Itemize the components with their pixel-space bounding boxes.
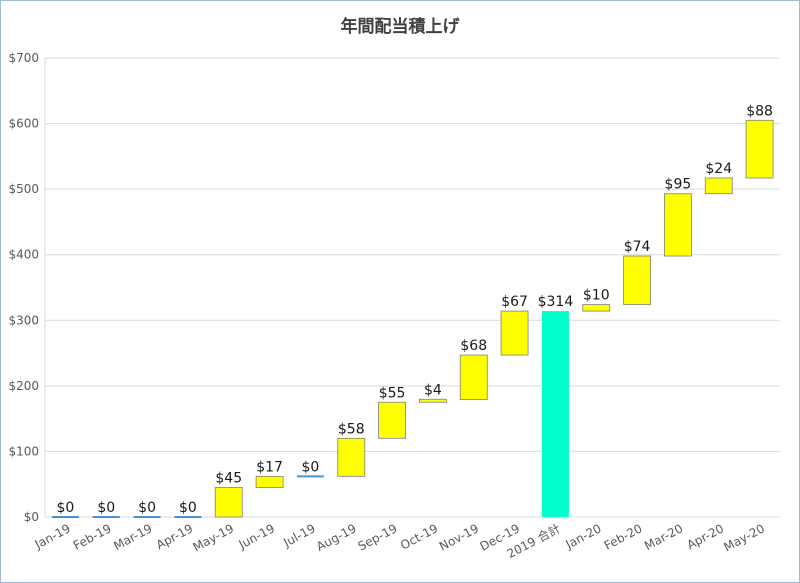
bar-Oct-19	[419, 398, 447, 403]
bar-2019 合計	[541, 311, 569, 517]
bars	[51, 119, 774, 518]
data-label: $68	[460, 338, 487, 354]
data-label: $45	[215, 470, 242, 486]
y-tick-label: $700	[8, 51, 39, 65]
data-label: $0	[97, 500, 115, 516]
data-label: $67	[501, 294, 528, 310]
bar-Jun-19	[255, 475, 284, 488]
data-label: $4	[424, 383, 442, 399]
data-label: $0	[302, 459, 320, 475]
data-label: $0	[57, 500, 75, 516]
x-tick-label: Oct-19	[398, 521, 440, 552]
y-tick-label: $600	[8, 117, 39, 131]
x-tick-label: Jan-19	[32, 521, 73, 552]
y-tick-label: $300	[8, 313, 39, 327]
data-label: $0	[138, 500, 156, 516]
bar-Jan-20	[582, 304, 611, 312]
x-tick-label: May-19	[191, 521, 237, 554]
data-label: $24	[705, 161, 732, 177]
chart-title: 年間配当積上げ	[340, 17, 460, 37]
x-tick-label: Jun-19	[236, 521, 277, 552]
x-tick-label: Mar-20	[642, 521, 685, 553]
data-label: $58	[338, 421, 365, 437]
data-label: $88	[746, 103, 773, 119]
data-label: $55	[379, 385, 406, 401]
x-tick-label: May-20	[721, 521, 767, 554]
y-tick-label: $200	[8, 379, 39, 393]
x-tick-label: Nov-19	[437, 521, 481, 553]
x-tick-label: Jul-19	[280, 521, 318, 550]
bar-Apr-20	[704, 177, 733, 195]
bar-Aug-19	[337, 437, 366, 477]
x-tick-label: Apr-19	[154, 521, 196, 552]
bar-Dec-19	[500, 310, 529, 356]
bar-Mar-20	[664, 193, 692, 257]
data-labels: $0 $0 $0 $0 $45 $17 $0 $58 $55 $4 $68 $67 $314 $10 $74…	[57, 103, 773, 516]
x-tick-label: Feb-19	[71, 521, 114, 553]
x-tick-label: Jan-20	[563, 521, 604, 552]
y-tick-label: $500	[8, 182, 39, 196]
x-tick-label: Feb-20	[602, 521, 645, 553]
bar-Feb-20	[623, 255, 651, 305]
x-tick-label: Mar-19	[111, 521, 154, 553]
data-label: $0	[179, 500, 197, 516]
y-tick-label: $400	[8, 248, 39, 262]
bar-Nov-19	[459, 354, 488, 401]
bar-May-20	[745, 119, 774, 179]
y-tick-label: $0	[24, 510, 39, 524]
data-label: $314	[538, 294, 574, 310]
grid-lines	[45, 57, 780, 518]
data-label: $10	[583, 288, 610, 304]
y-tick-label: $100	[8, 444, 39, 458]
bar-Sep-19	[378, 401, 406, 439]
y-axis: $0 $100 $200 $300 $400 $500 $600 $700	[8, 51, 46, 524]
data-label: $74	[624, 239, 651, 255]
x-tick-label: Sep-19	[356, 521, 400, 553]
bar-May-19	[214, 487, 243, 518]
data-label: $17	[256, 459, 283, 475]
data-label: $95	[665, 177, 692, 193]
x-tick-label: Apr-20	[685, 521, 727, 552]
x-tick-label: Aug-19	[314, 521, 359, 554]
